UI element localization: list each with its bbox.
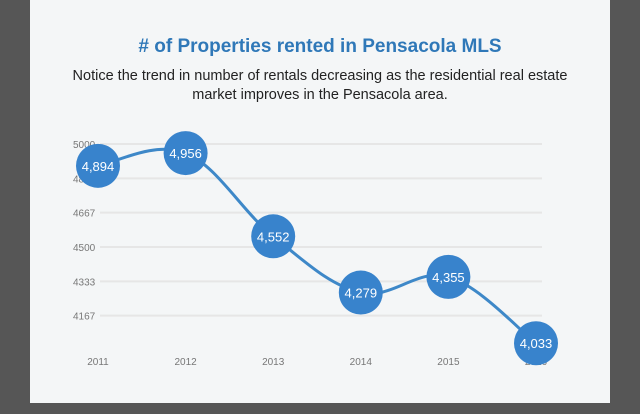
y-tick-label: 4500 xyxy=(73,243,96,254)
data-point-marker xyxy=(163,131,208,176)
x-tick-label: 2014 xyxy=(350,357,373,368)
data-label: 4,279 xyxy=(345,286,378,301)
data-label: 4,552 xyxy=(257,229,290,244)
chart-subtitle: Notice the trend in number of rentals de… xyxy=(72,68,568,103)
data-point-marker xyxy=(338,270,383,315)
chart-title: # of Properties rented in Pensacola MLS xyxy=(138,36,502,57)
data-point-marker xyxy=(76,143,120,188)
x-tick-label: 2012 xyxy=(174,357,197,368)
data-label: 4,956 xyxy=(169,146,202,161)
data-point-marker xyxy=(514,321,558,366)
data-label: 4,355 xyxy=(432,270,465,285)
data-label: 4,033 xyxy=(520,336,553,351)
data-point-marker xyxy=(426,254,471,299)
y-tick-label: 5000 xyxy=(73,140,96,151)
chart-card: # of Properties rented in Pensacola MLS … xyxy=(30,0,610,403)
x-tick-label: 2013 xyxy=(262,357,285,368)
y-tick-label: 4667 xyxy=(73,209,96,220)
x-tick-label: 2015 xyxy=(437,357,460,368)
x-tick-label: 2011 xyxy=(87,357,109,368)
data-point-marker xyxy=(251,214,296,259)
data-label: 4,894 xyxy=(82,159,115,174)
y-tick-label: 4167 xyxy=(73,312,96,323)
y-tick-label: 4333 xyxy=(73,277,96,288)
